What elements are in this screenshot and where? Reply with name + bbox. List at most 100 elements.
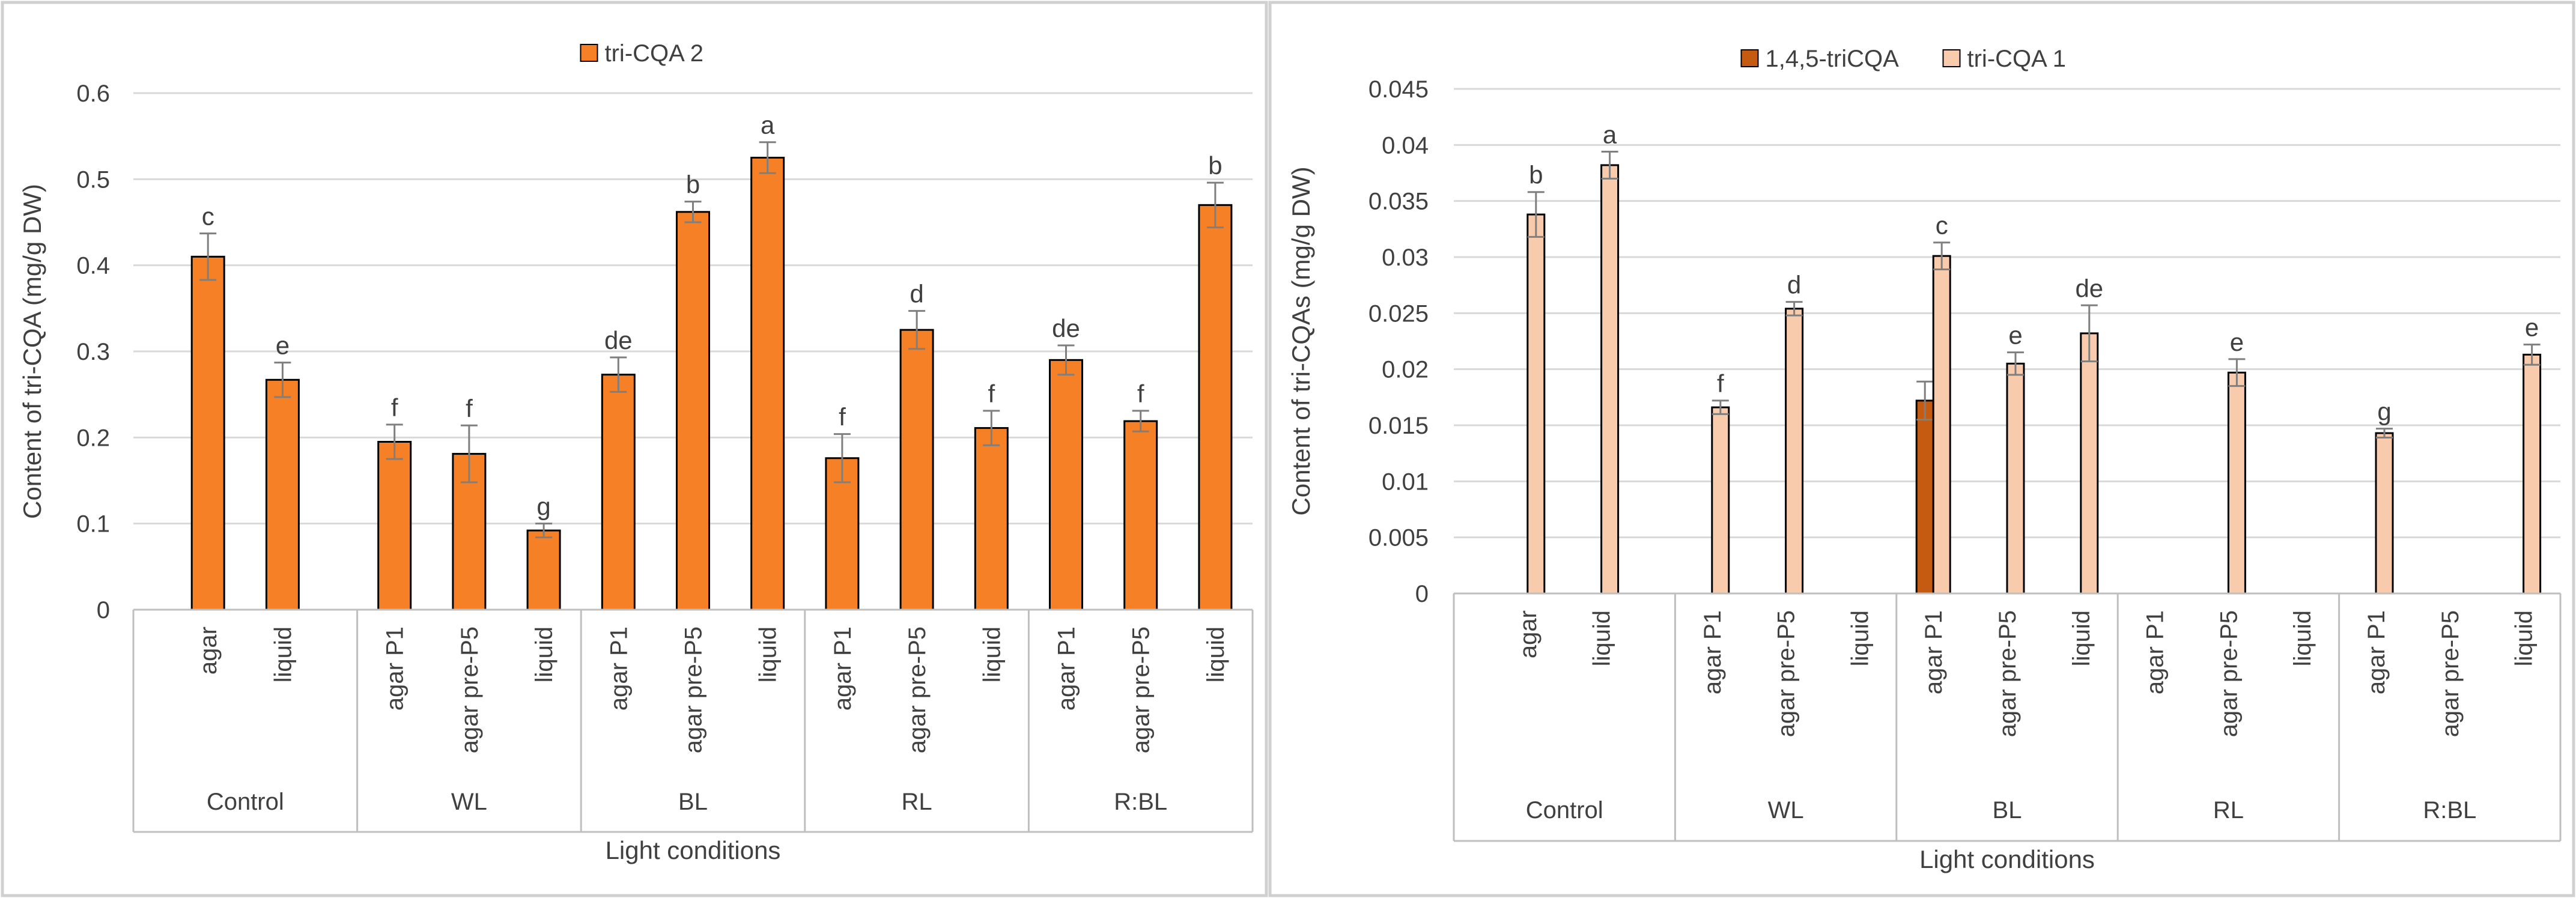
chart1-category-label: agar P1	[2142, 610, 2169, 694]
chart0-data-label: a	[761, 111, 775, 139]
chart0-y-tick-label: 0.5	[76, 166, 110, 193]
chart1-y-tick-label: 0.03	[1382, 244, 1429, 271]
chart1-category-label: liquid	[2511, 610, 2538, 666]
chart0-category-label: liquid	[979, 626, 1005, 682]
chart1-category-label: agar P1	[1700, 610, 1726, 694]
chart0-category-label: agar pre-P5	[904, 626, 931, 753]
left-chart: 0 0.1 0.2 0.3 0.4 0.5 0.6 c e f f g de b a f d f de f b agar l…	[18, 40, 1254, 864]
chart0-group-label: RL	[902, 789, 932, 815]
chart0-data-label: c	[202, 202, 214, 231]
chart0-category-label: liquid	[531, 626, 557, 682]
chart0-data-label: de	[604, 326, 633, 354]
chart0-data-label: b	[1208, 151, 1222, 180]
chart1-group-label: R:BL	[2423, 797, 2476, 824]
chart1-legend-swatch	[1942, 49, 1961, 67]
chart1-category-label: agar pre-P5	[1994, 610, 2021, 737]
chart1-group-label: RL	[2213, 797, 2244, 824]
chart1-y-tick-label: 0	[1415, 581, 1429, 607]
chart1-data-label: e	[2525, 314, 2539, 342]
chart1-bar	[1932, 255, 1951, 595]
chart1-group-label: Control	[1526, 797, 1603, 824]
chart0-data-label: f	[391, 393, 398, 422]
chart0-category-label: agar pre-P5	[457, 626, 483, 753]
chart0-y-tick-label: 0.4	[76, 253, 110, 279]
chart0-bar	[899, 329, 934, 611]
chart0-data-label: d	[910, 280, 923, 308]
chart0-y-axis-title: Content of tri-CQA (mg/g DW)	[18, 184, 46, 519]
chart1-data-label: d	[1787, 271, 1801, 299]
chart1-bar	[1711, 406, 1730, 595]
chart1-legend-label: tri-CQA 1	[1967, 46, 2066, 72]
chart0-category-label: agar pre-P5	[1128, 626, 1155, 753]
chart0-data-label: f	[1137, 380, 1144, 408]
chart0-y-tick-label: 0.2	[76, 425, 110, 451]
chart0-y-tick-label: 0.6	[76, 80, 110, 107]
chart1-bar	[2227, 371, 2246, 595]
chart1-y-tick-label: 0.01	[1382, 469, 1429, 495]
chart1-legend-label: 1,4,5-triCQA	[1766, 46, 1900, 72]
chart1-bar	[1526, 213, 1546, 595]
chart0-group-label: WL	[451, 789, 487, 815]
chart1-category-label: liquid	[1589, 610, 1615, 666]
right-chart: 0 0.005 0.01 0.015 0.02 0.025 0.03 0.035 0.04 0.0…	[1287, 46, 2562, 873]
chart1-data-label: c	[1936, 211, 1948, 240]
chart1-bar	[2080, 332, 2099, 595]
chart1-category-label: agar pre-P5	[2216, 610, 2242, 737]
chart1-y-tick-label: 0.025	[1368, 300, 1429, 327]
chart1-bar	[1785, 308, 1804, 595]
chart0-category-label: agar P1	[382, 626, 409, 711]
chart1-data-label: e	[2230, 328, 2244, 356]
chart0-bar	[1198, 204, 1233, 611]
chart1-category-label: agar pre-P5	[2437, 610, 2464, 737]
chart0-legend-swatch	[580, 44, 598, 62]
chart1-bar	[2523, 353, 2542, 595]
chart0-category-label: liquid	[270, 626, 296, 682]
chart0-category-label: liquid	[755, 626, 782, 682]
chart1-data-label: de	[2075, 274, 2103, 302]
chart0-bar	[1049, 359, 1083, 611]
chart0-group-label: R:BL	[1114, 789, 1167, 815]
chart0-bar	[377, 441, 412, 611]
chart0-data-label: e	[276, 332, 290, 360]
chart1-category-label: liquid	[1847, 610, 1873, 666]
chart0-y-tick-label: 0.1	[76, 511, 110, 538]
chart1-y-tick-label: 0.045	[1368, 76, 1429, 103]
chart0-category-label: agar P1	[606, 626, 632, 711]
chart1-legend-swatch	[1740, 49, 1759, 67]
chart1-category-label: liquid	[2068, 610, 2095, 666]
chart0-category-label: agar pre-P5	[681, 626, 707, 753]
chart0-bar	[601, 374, 636, 611]
chart1-category-label: agar	[1515, 610, 1542, 658]
chart1-data-label: g	[2377, 398, 2391, 426]
chart1-x-axis-title: Light conditions	[1919, 845, 2095, 873]
chart1-bar	[2375, 432, 2394, 595]
chart1-y-tick-label: 0.005	[1368, 525, 1429, 551]
chart0-data-label: de	[1052, 314, 1080, 342]
chart0-category-label: agar P1	[830, 626, 856, 711]
chart1-data-label: b	[1529, 161, 1543, 189]
chart0-x-axis-title: Light conditions	[606, 836, 781, 864]
chart0-category-label: agar	[195, 626, 222, 675]
chart1-y-tick-label: 0.015	[1368, 413, 1429, 439]
chart1-y-axis-title: Content of tri-CQAs (mg/g DW)	[1287, 166, 1315, 515]
chart1-category-label: liquid	[2289, 610, 2316, 666]
chart0-data-label: f	[839, 403, 846, 431]
chart1-bar	[2006, 362, 2025, 595]
chart1-category-label: agar pre-P5	[1773, 610, 1800, 737]
chart1-bar	[1600, 164, 1620, 595]
chart0-data-label: f	[466, 394, 473, 422]
chart1-data-label: e	[2008, 321, 2022, 350]
chart0-legend-label: tri-CQA 2	[605, 40, 703, 67]
chart0-category-label: liquid	[1203, 626, 1229, 682]
chart0-data-label: b	[686, 171, 700, 199]
chart0-bar	[190, 255, 225, 611]
chart1-data-label: a	[1603, 121, 1617, 149]
chart1-bar	[1915, 399, 1934, 595]
chart1-category-label: agar P1	[1921, 610, 1947, 694]
chart1-data-label: f	[1717, 369, 1724, 398]
chart0-y-tick-label: 0	[97, 597, 110, 623]
chart0-bar	[676, 211, 710, 611]
chart1-category-label: agar P1	[2363, 610, 2390, 694]
chart1-y-tick-label: 0.035	[1368, 189, 1429, 215]
